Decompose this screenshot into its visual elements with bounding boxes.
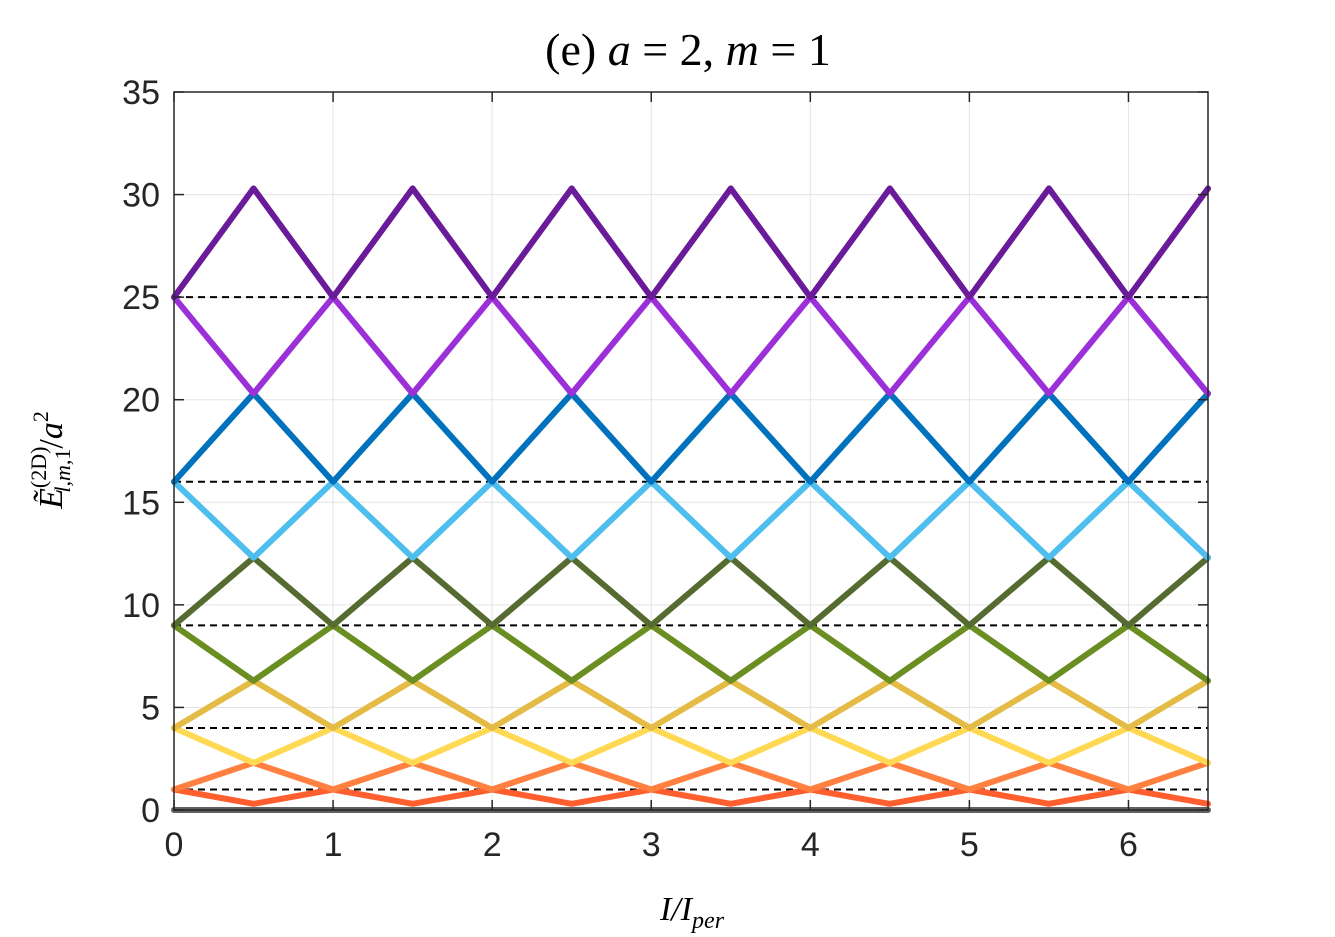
series-line-2	[171, 759, 1211, 793]
x-tick-label-2: 2	[483, 826, 502, 864]
svg-text:Ẽ(2D)l,m,1/a2: Ẽ(2D)l,m,1/a2	[26, 411, 75, 510]
series-line-10	[171, 185, 1211, 301]
tick-labels: 0 1 2 3 4 5 6 0 5 10 15 20 25 30 35	[122, 74, 1138, 864]
x-tick-label-3: 3	[642, 826, 661, 864]
x-tick-label-4: 4	[801, 826, 820, 864]
x-tick-label-6: 6	[1119, 826, 1138, 864]
series-line-8	[171, 390, 1211, 485]
y-tick-label-5: 25	[122, 279, 160, 317]
series-line-1	[171, 786, 1211, 807]
series-line-5	[171, 622, 1211, 684]
y-tick-label-4: 20	[122, 382, 160, 420]
y-tick-label-7: 35	[122, 74, 160, 112]
y-tick-label-6: 30	[122, 177, 160, 215]
x-tick-label-1: 1	[324, 826, 343, 864]
series-line-4	[171, 677, 1211, 731]
axes	[173, 91, 1209, 811]
x-tick-label-0: 0	[165, 826, 184, 864]
plot-frame	[173, 91, 1209, 811]
series-line-9	[171, 294, 1211, 397]
series-line-7	[171, 478, 1211, 561]
y-tick-label-1: 5	[141, 689, 160, 727]
x-tick-label-5: 5	[960, 826, 979, 864]
y-tick-label-3: 15	[122, 484, 160, 522]
y-tick-label-2: 10	[122, 587, 160, 625]
series-line-6	[171, 554, 1211, 629]
y-tick-label-0: 0	[141, 792, 160, 830]
series-line-3	[171, 724, 1211, 766]
chart-title: (e) a = 2, m = 1	[545, 24, 831, 75]
y-axis-label: Ẽ(2D)l,m,1/a2	[26, 411, 75, 510]
